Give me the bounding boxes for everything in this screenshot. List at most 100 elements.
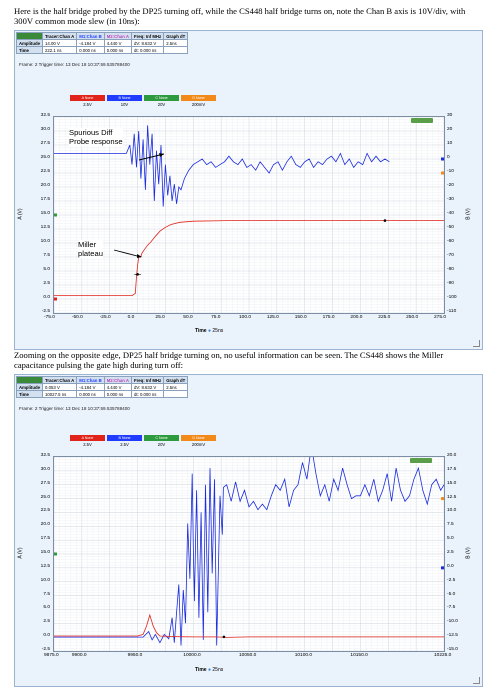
spin-icon[interactable]: ● xyxy=(207,667,212,673)
tick-label: 7.5 xyxy=(43,591,50,597)
channel-c-selector[interactable]: C None 20V xyxy=(144,95,179,108)
tick-label: -2.5 xyxy=(41,309,50,314)
channel-letter: B xyxy=(118,436,121,440)
tick-label: 10050.0 xyxy=(239,653,257,658)
chan-c-zero-marker[interactable] xyxy=(54,552,57,556)
tick-label: 27.5 xyxy=(40,141,50,146)
tick-label: 27.5 xyxy=(40,480,50,486)
pico-logo: pico xyxy=(15,376,44,384)
trace-marker xyxy=(222,635,226,639)
tick-label: 10150.0 xyxy=(350,653,368,658)
tick-label: 10 xyxy=(447,141,453,146)
meas-cell: 4.440 V xyxy=(103,383,132,391)
channel-range: 20V xyxy=(157,102,166,107)
tick-label: 12.5 xyxy=(40,225,50,230)
chan-b-trace xyxy=(54,457,444,646)
tick-label: 25.0 xyxy=(40,155,50,160)
meas-cell: 2.5ns xyxy=(163,39,189,47)
tick-label: 2.5 xyxy=(43,619,50,625)
channel-range: 2.5V xyxy=(83,442,92,447)
meas-header: Graph dT xyxy=(163,32,189,40)
channel-state: None xyxy=(159,96,168,100)
channel-tag: C None xyxy=(144,95,179,101)
channel-tag: B None xyxy=(107,95,142,101)
time-label: Time xyxy=(195,328,207,334)
channel-tag: A None xyxy=(70,95,105,101)
chan-d-zero-marker[interactable] xyxy=(441,497,444,501)
tick-label: -50 xyxy=(447,225,454,230)
meas-cell: 0.000 ns xyxy=(103,46,132,54)
chan-b-zero-marker[interactable] xyxy=(441,157,444,161)
tick-label: -50.0 xyxy=(71,315,83,320)
meas-cell: 4.440 V xyxy=(103,39,132,47)
channel-range: 200mV xyxy=(191,102,206,107)
tick-label: 25.0 xyxy=(155,315,165,320)
meas-cell: dV: 8.632 V xyxy=(130,383,165,391)
spin-icon[interactable]: ● xyxy=(207,328,212,334)
pico-logo: pico xyxy=(15,32,44,40)
chan-d-zero-marker[interactable] xyxy=(441,171,444,175)
meas-header: M1:Chan B xyxy=(76,32,105,40)
tick-label: -110 xyxy=(447,309,457,314)
channel-state: None xyxy=(121,96,131,100)
resize-handle[interactable] xyxy=(473,340,480,347)
channel-state: None xyxy=(121,436,131,440)
channel-tag: C None xyxy=(144,435,179,441)
channel-d-selector[interactable]: D None 200mV xyxy=(181,95,216,108)
channel-b-selector[interactable]: B None 10V xyxy=(107,95,142,108)
tick-label: -12.5 xyxy=(447,633,458,639)
meas-header: M1:Chan B xyxy=(76,376,105,384)
meas-cell: 10027.5 ns xyxy=(42,390,78,398)
channel-letter: A xyxy=(81,96,84,100)
channel-b-selector[interactable]: B None 2.5V xyxy=(107,435,142,448)
meas-cell: dt: 0.000 ns xyxy=(130,390,165,398)
chan-a-zero-marker[interactable] xyxy=(54,297,57,301)
tick-label: -10.0 xyxy=(447,619,458,625)
meas-header: Freq: Inf MHz xyxy=(130,376,165,384)
channel-state: None xyxy=(84,436,94,440)
channel-a-selector[interactable]: A None 2.5V xyxy=(70,95,105,108)
meas-cell: 0.000 ns xyxy=(103,390,132,398)
channel-d-selector[interactable]: D None 200mV xyxy=(181,435,216,448)
tick-label: 250.0 xyxy=(406,315,419,320)
tick-label: 22.5 xyxy=(40,508,50,514)
plot-area[interactable] xyxy=(53,116,445,314)
tick-label: 20.0 xyxy=(40,522,50,528)
meas-cell xyxy=(163,390,189,398)
meas-row-label: Time xyxy=(15,390,44,398)
meas-cell: 0.053 V xyxy=(42,383,78,391)
channel-range: 2.5V xyxy=(120,442,129,447)
channel-tag: D None xyxy=(181,435,216,441)
tick-label: -2.5 xyxy=(41,647,50,652)
tick-label: 20.0 xyxy=(447,453,457,458)
channel-range: 20V xyxy=(157,442,166,447)
meas-cell: dt: 0.000 ns xyxy=(130,46,165,54)
chan-c-zero-marker[interactable] xyxy=(54,213,57,217)
channel-a-selector[interactable]: A None 2.5V xyxy=(70,435,105,448)
tick-label: 30.0 xyxy=(40,127,50,132)
time-axis-label: Time ● 25ns xyxy=(195,667,223,673)
time-div: 25ns xyxy=(212,667,224,673)
meas-row-label: Time xyxy=(15,46,44,54)
meas-cell xyxy=(163,46,189,54)
channel-c-selector[interactable]: C None 20V xyxy=(144,435,179,448)
chan-b-trace xyxy=(54,125,390,207)
tick-label: -15.0 xyxy=(447,647,458,652)
tick-label: 9900.0 xyxy=(71,653,87,658)
plot-area[interactable] xyxy=(53,456,445,652)
tick-label: 15.0 xyxy=(40,550,50,555)
tick-label: 150.0 xyxy=(294,315,307,320)
chan-b-zero-marker[interactable] xyxy=(441,566,444,570)
tick-label: -100 xyxy=(447,295,457,300)
resize-handle[interactable] xyxy=(473,677,480,684)
y-left-axis-label: A (V) xyxy=(17,547,24,559)
meas-cell: dV: 8.632 V xyxy=(130,39,165,47)
meas-cell: -4.184 V xyxy=(76,39,105,47)
channel-state: None xyxy=(196,436,205,440)
tick-label: 10000.0 xyxy=(183,653,201,658)
tick-label: -2.5 xyxy=(447,577,456,583)
tick-label: 30 xyxy=(447,113,453,118)
tick-label: 10.0 xyxy=(40,577,50,583)
tick-label: 10.0 xyxy=(447,508,457,514)
tick-label: 9950.0 xyxy=(127,653,143,658)
